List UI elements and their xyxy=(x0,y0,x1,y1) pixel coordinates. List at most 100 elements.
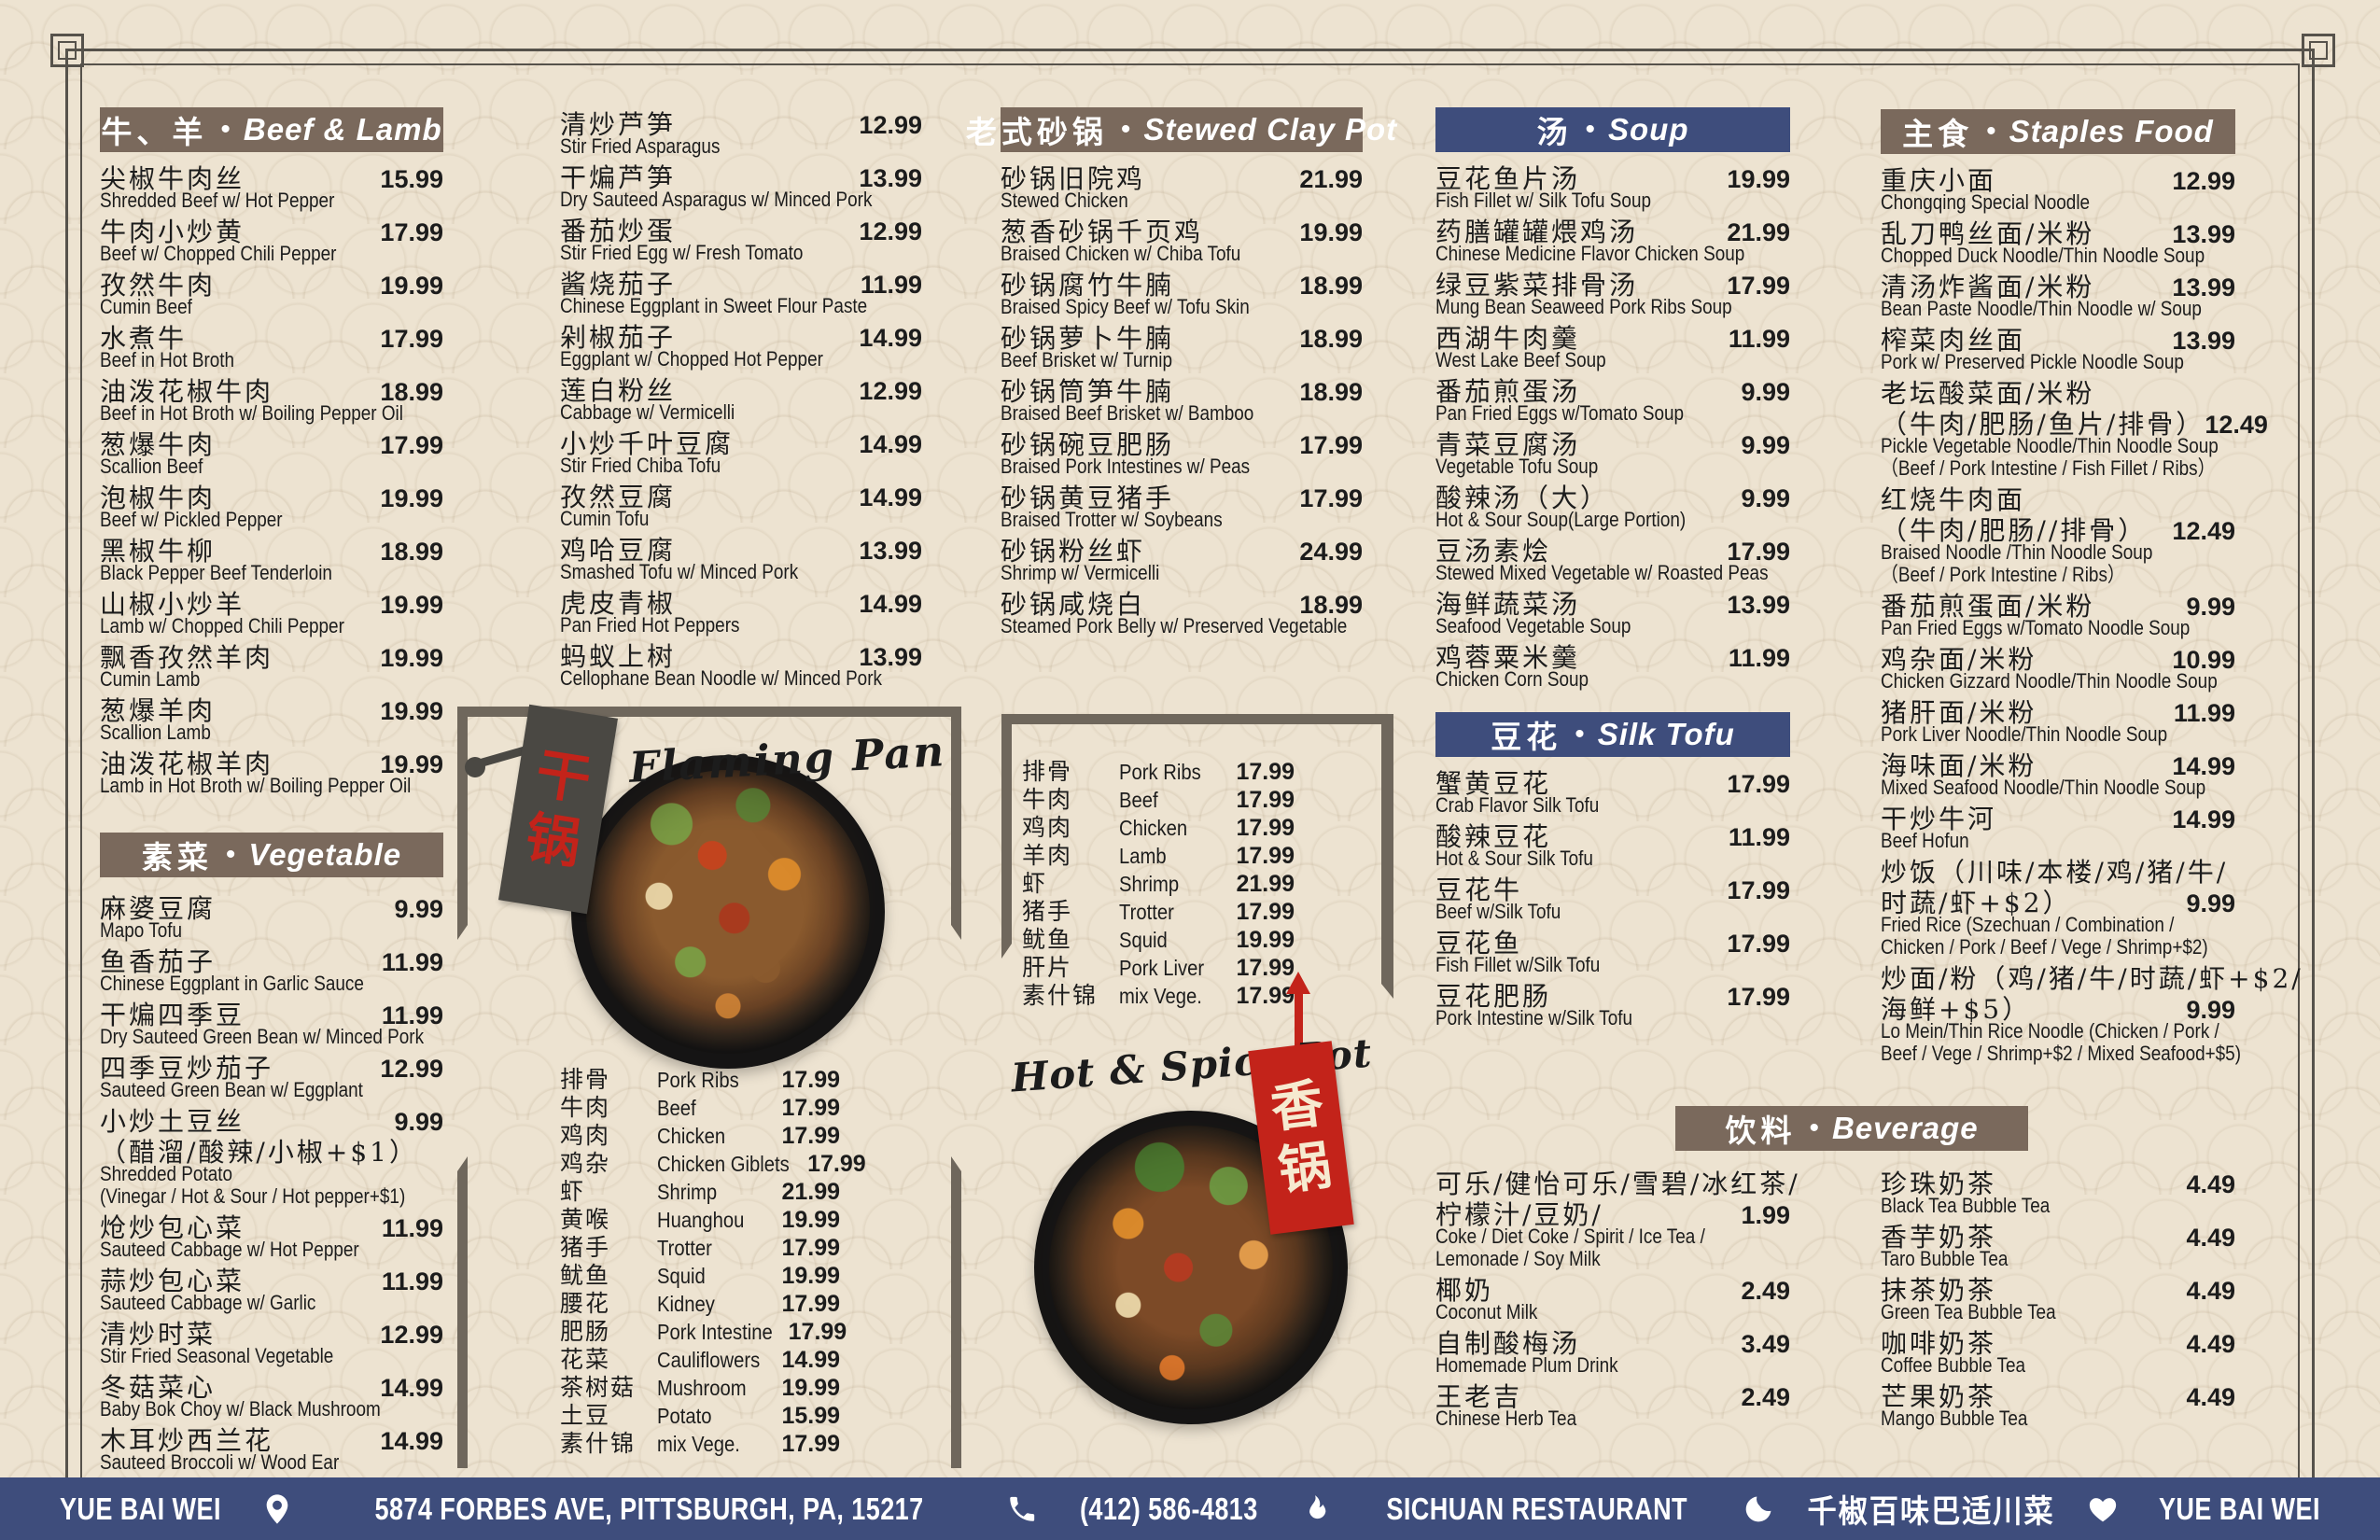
item-name-en: Potato xyxy=(657,1404,712,1428)
item-name-en: Scallion Beef xyxy=(100,455,203,478)
item-price: 17.99 xyxy=(1236,843,1295,869)
item-price: 13.99 xyxy=(2172,220,2235,248)
box-border xyxy=(1001,714,1012,959)
menu-item: 酸辣汤（大） 9.99 Hot & Sour Soup(Large Portion) xyxy=(1435,478,1790,531)
flag-character: 香 xyxy=(1267,1072,1327,1141)
item-price: 11.99 xyxy=(2173,699,2235,727)
item-line: 青菜豆腐汤 9.99 xyxy=(1435,425,1790,460)
item-name-zh: 青菜豆腐汤 xyxy=(1435,429,1581,460)
item-price: 17.99 xyxy=(1236,899,1295,925)
item-name-en: Beef Hofun xyxy=(1881,829,1969,852)
menu-item: 药膳罐罐煨鸡汤 21.99 Chinese Medicine Flavor Chic… xyxy=(1435,212,1790,265)
item-line: 牛肉小炒黄 17.99 xyxy=(100,212,443,247)
item-name-zh: 飘香孜然羊肉 xyxy=(100,642,274,673)
section-header-soup: 汤 • Soup xyxy=(1435,107,1790,152)
item-price: 19.99 xyxy=(380,272,443,300)
menu-item: 山椒小炒羊 19.99 Lamb w/ Chopped Chili Pepper xyxy=(100,584,443,637)
item-price: 17.99 xyxy=(380,431,443,459)
item-line: 豆花牛 17.99 xyxy=(1435,870,1790,905)
item-name-en: Pan Fried Eggs w/Tomato Noodle Soup xyxy=(1881,616,2191,639)
item-price: 13.99 xyxy=(859,164,922,192)
item-line: 鸡蓉粟米羹 11.99 xyxy=(1435,637,1790,673)
item-name-en: Chicken Gizzard Noodle/Thin Noodle Soup xyxy=(1881,669,2218,693)
pot-item: 腰花 Kidney 17.99 xyxy=(560,1285,840,1317)
item-name-zh: 鱿鱼 xyxy=(560,1262,611,1289)
item-name-en: Black Tea Bubble Tea xyxy=(1881,1194,2051,1217)
menu-item: 麻婆豆腐 9.99 Mapo Tofu xyxy=(100,889,443,942)
item-name-en: Shredded Beef w/ Hot Pepper xyxy=(100,189,335,212)
item-line: 干炒牛河 14.99 xyxy=(1881,799,2235,834)
item-price: 14.99 xyxy=(2172,752,2235,780)
item-name-en: Mung Bean Seaweed Pork Ribs Soup xyxy=(1435,295,1732,318)
item-name-en: Trotter xyxy=(1119,900,1174,924)
item-name-en: Braised Noodle /Thin Noodle Soup xyxy=(1881,540,2153,564)
item-line: 剁椒茄子 14.99 xyxy=(560,317,922,353)
item-name-en: Eggplant w/ Chopped Hot Pepper xyxy=(560,347,823,371)
item-line: 蒜炒包心菜 11.99 xyxy=(100,1261,443,1296)
item-name-zh: 排骨 xyxy=(1022,758,1073,785)
menu-item: 豆花牛 17.99 Beef w/Silk Tofu xyxy=(1435,870,1790,923)
footer-address: 5874 FORBES AVE, PITTSBURGH, PA, 15217 xyxy=(374,1491,924,1526)
item-price: 4.49 xyxy=(2186,1330,2235,1358)
menu-item: 海鲜蔬菜汤 13.99 Seafood Vegetable Soup xyxy=(1435,584,1790,637)
flag-characters: 香锅 xyxy=(1267,1072,1335,1202)
item-line: 番茄炒蛋 12.99 xyxy=(560,211,922,246)
item-name-zh: 鸡杂面/米粉 xyxy=(1881,644,2037,675)
menu-item: 油泼花椒羊肉 19.99 Lamb in Hot Broth w/ Boiling … xyxy=(100,744,443,797)
menu-item: 炒面/粉（鸡/猪/牛/时蔬/虾+$2/海鲜+$5） 9.99 Lo Mein/Thi… xyxy=(1881,959,2301,1065)
item-line: 西湖牛肉羹 11.99 xyxy=(1435,318,1790,354)
item-price: 2.49 xyxy=(1741,1277,1790,1305)
item-price: 12.99 xyxy=(380,1055,443,1083)
item-price: 9.99 xyxy=(394,895,443,923)
menu-item: 番茄炒蛋 12.99 Stir Fried Egg w/ Fresh Tomato xyxy=(560,211,922,264)
menu-item: 番茄煎蛋汤 9.99 Pan Fried Eggs w/Tomato Soup xyxy=(1435,371,1790,425)
flag-character: 干 xyxy=(531,741,595,813)
item-name-en: Baby Bok Choy w/ Black Mushroom xyxy=(100,1397,381,1421)
item-name-en: Cabbage w/ Vermicelli xyxy=(560,400,735,424)
item-price: 12.99 xyxy=(2172,167,2235,195)
item-name-zh: 酸辣汤（大） xyxy=(1435,483,1610,513)
item-price: 14.99 xyxy=(2172,805,2235,833)
item-price: 17.99 xyxy=(1727,272,1790,300)
menu-item: 乱刀鸭丝面/米粉 13.99 Chopped Duck Noodle/Thin No… xyxy=(1881,214,2235,267)
item-name-zh: 黑椒牛柳 xyxy=(100,536,217,567)
item-name-en: Squid xyxy=(657,1264,706,1288)
item-name-zh: 药膳罐罐煨鸡汤 xyxy=(1435,217,1639,247)
item-price: 11.99 xyxy=(860,271,922,299)
item-name-en: Mushroom xyxy=(657,1376,747,1400)
section-title-en: Beef & Lamb xyxy=(243,112,442,147)
menu-item: 葱爆牛肉 17.99 Scallion Beef xyxy=(100,425,443,478)
section-title-en: Vegetable xyxy=(248,837,402,872)
item-name-zh: 红烧牛肉面 xyxy=(1881,484,2026,515)
item-name-en: Fish Fillet w/ Silk Tofu Soup xyxy=(1435,189,1651,212)
item-price: 17.99 xyxy=(781,1431,840,1457)
item-name-zh: 芒果奶茶 xyxy=(1881,1381,1997,1412)
pot-item: 牛肉 Beef 17.99 xyxy=(1022,781,1295,813)
menu-item: 红烧牛肉面 （牛肉/肥肠//排骨） 12.49 Braised Noodle /Thi… xyxy=(1881,480,2235,586)
menu-item: 砂锅粉丝虾 24.99 Shrimp w/ Vermicelli xyxy=(1001,531,1363,584)
menu-list-beef-lamb: 尖椒牛肉丝 15.99 Shredded Beef w/ Hot Pepper 牛肉小… xyxy=(100,159,443,797)
item-name-zh: 猪肝面/米粉 xyxy=(1881,697,2037,728)
box-border xyxy=(951,707,961,940)
section-header-beef-lamb: 牛、羊 • Beef & Lamb xyxy=(100,107,443,152)
item-name-zh: 砂锅碗豆肥肠 xyxy=(1001,429,1175,460)
section-title-zh: 主食 xyxy=(1902,116,1974,152)
item-name-en: Fish Fillet w/Silk Tofu xyxy=(1435,953,1601,976)
menu-list-staples: 重庆小面 12.99 Chongqing Special Noodle 乱刀鸭丝面/米… xyxy=(1881,161,2301,1065)
item-name-zh2: 时蔬/虾+$2） xyxy=(1881,888,2072,918)
item-name-en: Seafood Vegetable Soup xyxy=(1435,614,1631,637)
item-name-en: Huanghou xyxy=(657,1208,745,1232)
pot-item: 猪手 Trotter 17.99 xyxy=(1022,893,1295,925)
item-name-en: Pork Liver xyxy=(1119,956,1205,980)
footer-restaurant-type: SICHUAN RESTAURANT xyxy=(1386,1491,1687,1526)
item-name-en: Beef w/ Chopped Chili Pepper xyxy=(100,242,337,265)
bullet-separator: • xyxy=(1575,719,1585,749)
item-price: 24.99 xyxy=(1299,538,1363,566)
pot-item: 肝片 Pork Liver 17.99 xyxy=(1022,949,1295,981)
menu-item: 清炒芦笋 12.99 Stir Fried Asparagus xyxy=(560,105,922,158)
item-price: 17.99 xyxy=(1727,930,1790,958)
item-price: 9.99 xyxy=(1741,431,1790,459)
item-name-en2: Beef / Vege / Shrimp+$2 / Mixed Seafood+… xyxy=(1881,1042,2242,1065)
item-name-zh: 牛肉 xyxy=(1022,786,1073,813)
item-line: 海味面/米粉 14.99 xyxy=(1881,746,2235,781)
